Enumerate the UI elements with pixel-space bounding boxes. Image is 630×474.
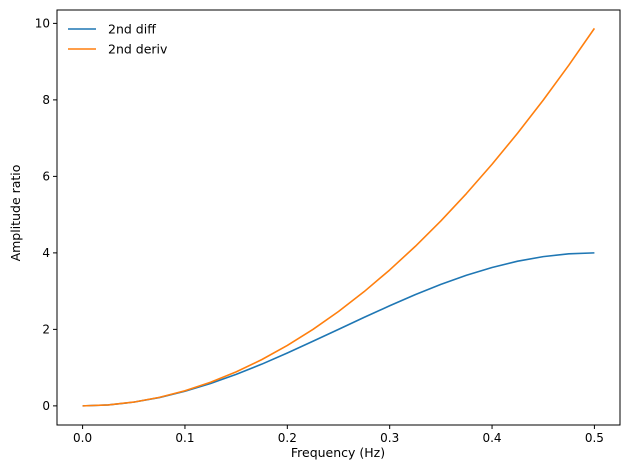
legend-label: 2nd deriv xyxy=(108,42,168,57)
y-axis-ticks: 0 2 4 6 8 10 xyxy=(35,16,57,413)
y-tick-label: 2 xyxy=(42,322,50,336)
plot-frame xyxy=(56,9,621,426)
series-line-1 xyxy=(82,252,595,407)
y-tick-label: 4 xyxy=(42,246,50,260)
y-axis-label: Amplitude ratio xyxy=(8,165,23,262)
series-layer xyxy=(82,27,596,407)
y-tick-label: 0 xyxy=(42,399,50,413)
x-tick-label: 0.2 xyxy=(278,431,297,445)
x-axis-label: Frequency (Hz) xyxy=(291,445,385,460)
x-tick-label: 0.0 xyxy=(73,431,92,445)
series-line-2 xyxy=(82,27,596,407)
plot-area xyxy=(56,9,621,426)
x-tick-label: 0.5 xyxy=(585,431,604,445)
x-axis-ticks: 0.0 0.1 0.2 0.3 0.4 0.5 xyxy=(73,425,604,445)
y-tick-label: 6 xyxy=(42,169,50,183)
legend: 2nd diff 2nd deriv xyxy=(68,22,168,57)
legend-label: 2nd diff xyxy=(108,22,156,37)
x-tick-label: 0.1 xyxy=(175,431,194,445)
x-tick-label: 0.3 xyxy=(380,431,399,445)
x-tick-label: 0.4 xyxy=(482,431,501,445)
y-tick-label: 10 xyxy=(35,16,50,30)
y-tick-label: 8 xyxy=(42,93,50,107)
